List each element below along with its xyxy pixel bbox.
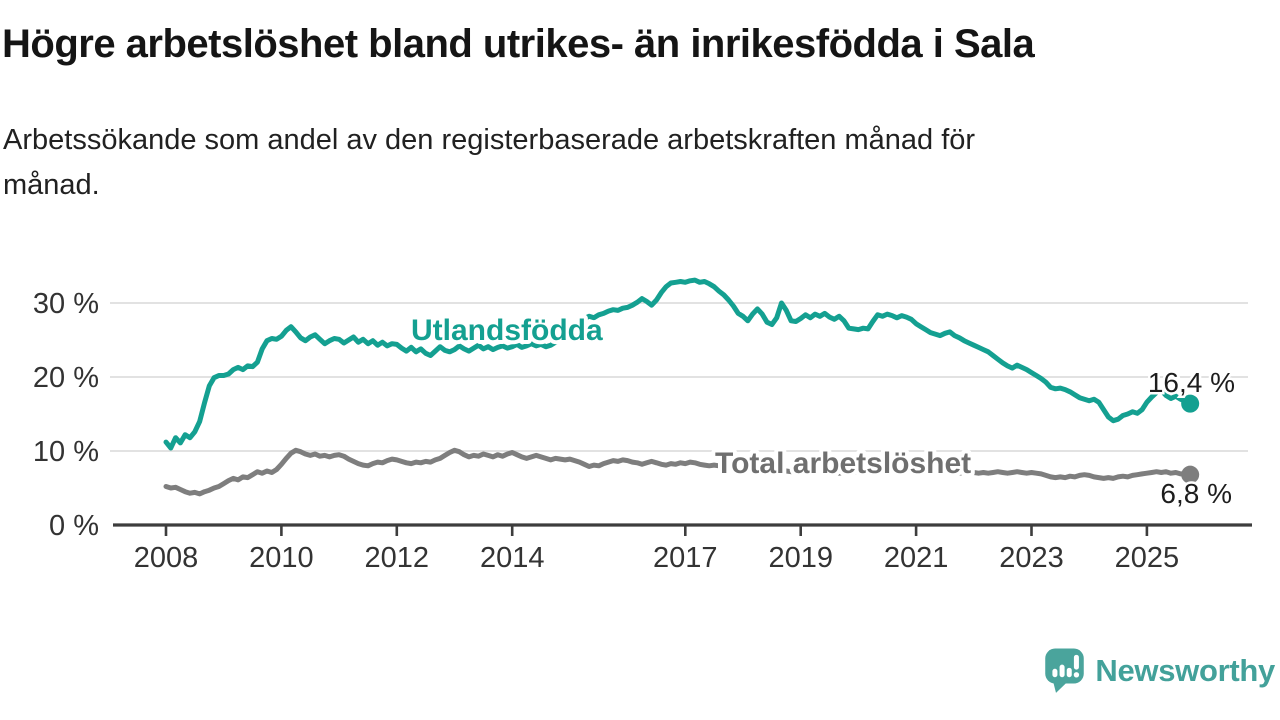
series-end-dot-total xyxy=(1181,465,1200,484)
x-tick-label-2025: 2025 xyxy=(1115,542,1180,574)
series-line-total xyxy=(163,447,1193,497)
y-tick-label-10: 10 % xyxy=(33,436,99,468)
series-label-utlandsfodda: Utlandsfödda xyxy=(411,314,603,347)
chart-subtitle: Arbetssökande som andel av den registerb… xyxy=(3,118,975,208)
page-title: Högre arbetslöshet bland utrikes- än inr… xyxy=(2,22,1035,66)
end-value-label-utlandsfodda: 16,4 % xyxy=(1148,367,1235,398)
newsworthy-logo-icon xyxy=(1045,648,1085,693)
x-tick-label-2023: 2023 xyxy=(999,542,1064,574)
x-tick-label-2019: 2019 xyxy=(768,542,833,574)
x-tick-label-2014: 2014 xyxy=(480,542,545,574)
x-tick-label-2021: 2021 xyxy=(884,542,949,574)
series-end-dot-utlandsfodda xyxy=(1181,394,1200,413)
subtitle-line-2: månad. xyxy=(3,169,100,201)
newsworthy-logo: Newsworthy xyxy=(1043,646,1275,695)
x-tick-label-2012: 2012 xyxy=(365,542,430,574)
end-value-label-total: 6,8 % xyxy=(1160,478,1232,509)
x-tick-label-2017: 2017 xyxy=(653,542,718,574)
series-label-total: Total arbetslöshet xyxy=(715,447,971,480)
series-line-utlandsfodda xyxy=(163,277,1193,451)
subtitle-line-1: Arbetssökande som andel av den registerb… xyxy=(3,124,976,156)
x-tick-label-2010: 2010 xyxy=(249,542,314,574)
y-tick-label-30: 30 % xyxy=(33,288,99,320)
y-tick-label-0: 0 % xyxy=(49,510,99,542)
newsworthy-logo-text: Newsworthy xyxy=(1095,652,1275,688)
x-tick-label-2008: 2008 xyxy=(134,542,199,574)
y-tick-label-20: 20 % xyxy=(33,362,99,394)
